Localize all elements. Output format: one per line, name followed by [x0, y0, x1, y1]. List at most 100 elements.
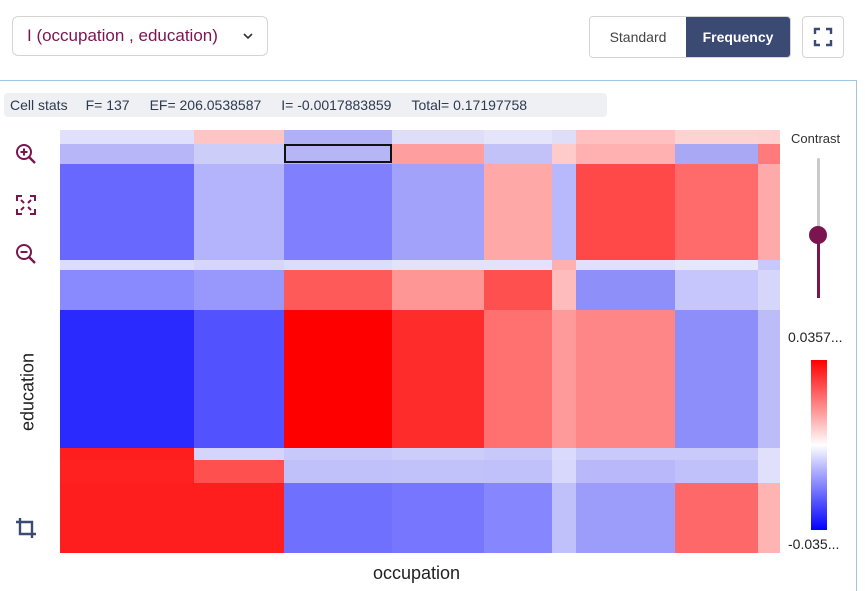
heatmap-cell[interactable]	[484, 130, 552, 144]
crop-button[interactable]	[12, 514, 40, 542]
heatmap-cell[interactable]	[484, 460, 552, 483]
heatmap-cell[interactable]	[576, 460, 675, 483]
heatmap-cell[interactable]	[484, 270, 552, 310]
heatmap-cell[interactable]	[758, 460, 780, 483]
heatmap-cell[interactable]	[194, 460, 284, 483]
heatmap-cell[interactable]	[576, 448, 675, 460]
heatmap-cell[interactable]	[552, 260, 576, 270]
heatmap-cell[interactable]	[194, 310, 284, 448]
contrast-slider-handle[interactable]	[809, 226, 827, 244]
heatmap-cell[interactable]	[675, 270, 758, 310]
heatmap-cell[interactable]	[194, 144, 284, 164]
heatmap-cell[interactable]	[576, 260, 675, 270]
heatmap-cell[interactable]	[576, 164, 675, 260]
heatmap-cell[interactable]	[758, 483, 780, 553]
standard-button[interactable]: Standard	[590, 17, 686, 57]
fit-button[interactable]	[12, 191, 40, 219]
heatmap-cell[interactable]	[392, 310, 484, 448]
selected-cell[interactable]	[284, 144, 392, 163]
heatmap-cell[interactable]	[576, 130, 675, 144]
heatmap-cell[interactable]	[484, 448, 552, 460]
dropdown-label: I (occupation , education)	[27, 26, 218, 45]
heatmap-cell[interactable]	[758, 260, 780, 270]
heatmap-cell[interactable]	[392, 483, 484, 553]
heatmap-panel	[0, 80, 857, 591]
heatmap-cell[interactable]	[194, 130, 284, 144]
variable-dropdown[interactable]: I (occupation , education)	[12, 16, 268, 56]
heatmap-cell[interactable]	[284, 460, 392, 483]
heatmap-cell[interactable]	[284, 144, 392, 164]
heatmap-cell[interactable]	[284, 130, 392, 144]
fit-icon	[16, 195, 36, 215]
heatmap-cell[interactable]	[675, 144, 758, 164]
heatmap-cell[interactable]	[484, 164, 552, 260]
heatmap-cell[interactable]	[60, 460, 194, 483]
heatmap-cell[interactable]	[552, 460, 576, 483]
heatmap-cell[interactable]	[194, 483, 284, 553]
heatmap-cell[interactable]	[758, 270, 780, 310]
heatmap-cell[interactable]	[60, 270, 194, 310]
heatmap-cell[interactable]	[675, 130, 758, 144]
heatmap-cell[interactable]	[484, 310, 552, 448]
heatmap-cell[interactable]	[484, 483, 552, 553]
heatmap-cell[interactable]	[392, 460, 484, 483]
y-axis-label: education	[17, 352, 38, 432]
heatmap-cell[interactable]	[675, 460, 758, 483]
heatmap[interactable]	[60, 130, 780, 553]
heatmap-cell[interactable]	[758, 144, 780, 164]
heatmap-cell[interactable]	[758, 164, 780, 260]
heatmap-cell[interactable]	[552, 310, 576, 448]
heatmap-cell[interactable]	[675, 483, 758, 553]
frequency-button[interactable]: Frequency	[686, 17, 790, 57]
heatmap-cell[interactable]	[392, 130, 484, 144]
heatmap-cell[interactable]	[552, 130, 576, 144]
heatmap-cell[interactable]	[60, 144, 194, 164]
fullscreen-button[interactable]	[802, 16, 844, 58]
zoom-in-button[interactable]	[12, 140, 40, 168]
heatmap-cell[interactable]	[392, 144, 484, 164]
heatmap-cell[interactable]	[60, 164, 194, 260]
heatmap-cell[interactable]	[675, 310, 758, 448]
heatmap-cell[interactable]	[675, 260, 758, 270]
heatmap-cell[interactable]	[758, 448, 780, 460]
heatmap-cell[interactable]	[552, 270, 576, 310]
heatmap-cell[interactable]	[284, 164, 392, 260]
heatmap-cell[interactable]	[392, 260, 484, 270]
heatmap-cell[interactable]	[194, 448, 284, 460]
heatmap-cell[interactable]	[576, 483, 675, 553]
heatmap-cell[interactable]	[194, 270, 284, 310]
heatmap-cell[interactable]	[484, 144, 552, 164]
heatmap-cell[interactable]	[758, 130, 780, 144]
heatmap-cell[interactable]	[552, 164, 576, 260]
heatmap-cell[interactable]	[552, 483, 576, 553]
heatmap-cell[interactable]	[675, 448, 758, 460]
heatmap-cell[interactable]	[60, 260, 194, 270]
heatmap-cell[interactable]	[675, 164, 758, 260]
stat-f: F= 137	[85, 97, 130, 113]
heatmap-cell[interactable]	[758, 310, 780, 448]
heatmap-cell[interactable]	[576, 270, 675, 310]
zoom-out-button[interactable]	[12, 240, 40, 268]
color-scale-min: -0.035...	[788, 536, 840, 552]
heatmap-cell[interactable]	[284, 260, 392, 270]
heatmap-cell[interactable]	[60, 448, 194, 460]
heatmap-cell[interactable]	[60, 130, 194, 144]
heatmap-cell[interactable]	[392, 270, 484, 310]
heatmap-cell[interactable]	[484, 260, 552, 270]
heatmap-cell[interactable]	[194, 260, 284, 270]
heatmap-cell[interactable]	[392, 164, 484, 260]
heatmap-cell[interactable]	[60, 483, 194, 553]
heatmap-cell[interactable]	[284, 310, 392, 448]
heatmap-cell[interactable]	[576, 144, 675, 164]
contrast-slider-fill	[817, 235, 820, 298]
heatmap-cell[interactable]	[194, 164, 284, 260]
heatmap-cell[interactable]	[576, 310, 675, 448]
heatmap-cell[interactable]	[284, 483, 392, 553]
heatmap-cell[interactable]	[552, 144, 576, 164]
heatmap-cell[interactable]	[392, 448, 484, 460]
heatmap-cell[interactable]	[552, 448, 576, 460]
view-toggle: Standard Frequency	[589, 16, 791, 58]
heatmap-cell[interactable]	[284, 270, 392, 310]
heatmap-cell[interactable]	[284, 448, 392, 460]
heatmap-cell[interactable]	[60, 310, 194, 448]
